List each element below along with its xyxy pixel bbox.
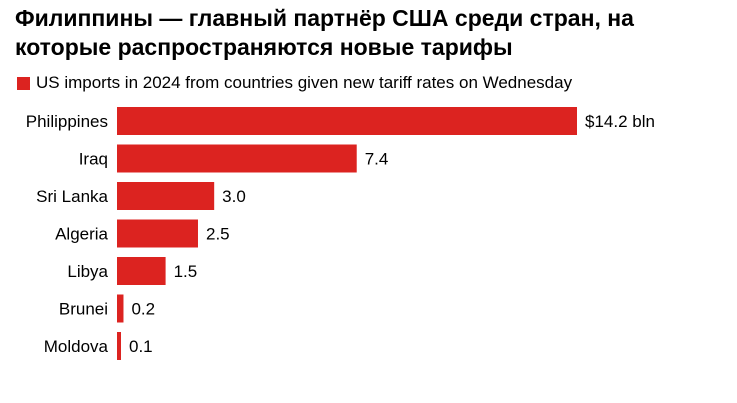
value-label: 7.4 — [365, 150, 389, 169]
value-label: 0.2 — [131, 300, 155, 319]
bar — [117, 257, 166, 285]
bar — [117, 219, 198, 248]
bar — [117, 144, 357, 173]
legend-label: US imports in 2024 from countries given … — [36, 73, 573, 92]
value-label: $14.2 bln — [585, 112, 655, 131]
bar — [117, 294, 124, 323]
category-label: Philippines — [26, 112, 108, 131]
category-label: Moldova — [44, 337, 109, 356]
category-label: Sri Lanka — [36, 187, 108, 206]
category-label: Brunei — [59, 300, 108, 319]
value-label: 2.5 — [206, 225, 230, 244]
value-label: 0.1 — [129, 337, 153, 356]
category-label: Libya — [67, 262, 108, 281]
bar — [117, 332, 121, 360]
category-label: Iraq — [79, 150, 108, 169]
chart-title: Филиппины — главный партнёр США среди ст… — [15, 5, 634, 60]
bar — [117, 107, 577, 135]
category-label: Algeria — [55, 225, 108, 244]
value-label: 1.5 — [174, 262, 198, 281]
legend-swatch — [17, 76, 30, 90]
legend: US imports in 2024 from countries given … — [17, 73, 572, 93]
bar — [117, 182, 215, 210]
value-label: 3.0 — [222, 187, 246, 206]
